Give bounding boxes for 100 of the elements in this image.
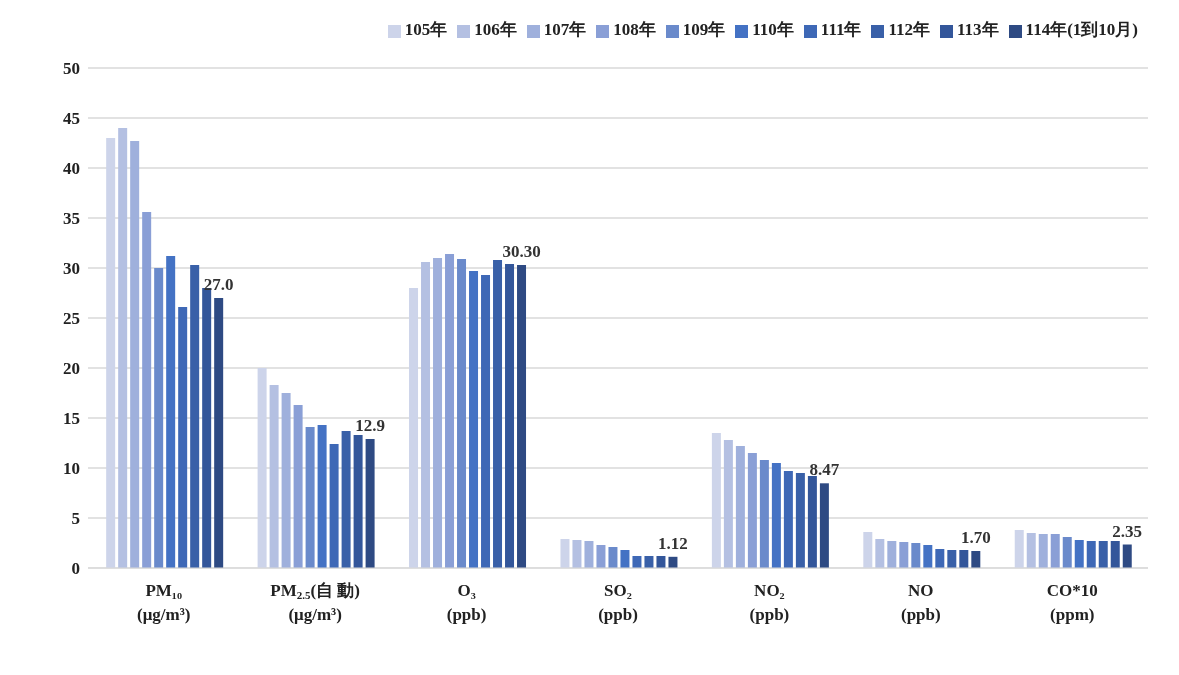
bar bbox=[293, 405, 303, 568]
bar bbox=[632, 556, 642, 568]
legend-label: 111年 bbox=[820, 20, 862, 39]
x-tick-label: NO (ppb) bbox=[901, 581, 941, 624]
data-label: 8.47 bbox=[809, 460, 840, 480]
x-tick-label: O₃ (ppb) bbox=[446, 581, 487, 624]
legend-label: 105年 bbox=[404, 20, 448, 39]
bar bbox=[899, 542, 909, 568]
bar bbox=[341, 431, 351, 568]
bar bbox=[505, 264, 515, 568]
bar bbox=[560, 539, 570, 568]
bar bbox=[584, 541, 594, 568]
y-tick-label: 10 bbox=[63, 459, 80, 479]
legend-label: 109年 bbox=[682, 20, 726, 39]
bar bbox=[947, 550, 957, 568]
bar bbox=[202, 288, 212, 568]
data-label: 1.70 bbox=[960, 528, 991, 547]
legend-label: 107年 bbox=[543, 20, 587, 39]
x-tick-label: CO*10 (ppm) bbox=[1046, 581, 1098, 624]
bar bbox=[433, 258, 443, 568]
y-tick-label: 25 bbox=[63, 309, 80, 329]
bar bbox=[365, 439, 375, 568]
data-label: 30.30 bbox=[502, 242, 541, 261]
y-tick-label: 20 bbox=[63, 359, 80, 379]
data-label: 2.35 bbox=[1112, 521, 1143, 541]
bar bbox=[935, 549, 945, 568]
bar bbox=[130, 141, 140, 568]
bar bbox=[1110, 541, 1120, 568]
bar bbox=[142, 212, 152, 568]
y-tick-label: 30 bbox=[63, 259, 80, 279]
bar bbox=[971, 551, 981, 568]
bar bbox=[887, 541, 897, 568]
bar bbox=[620, 550, 630, 568]
bar bbox=[656, 556, 666, 568]
bar bbox=[795, 473, 805, 568]
bar bbox=[178, 307, 188, 568]
bar bbox=[1074, 540, 1084, 568]
bar bbox=[572, 540, 582, 568]
bar bbox=[493, 260, 503, 568]
legend-label: 110年 bbox=[752, 20, 794, 39]
x-tick-label: NO₂ (ppb) bbox=[749, 581, 790, 624]
bar bbox=[106, 138, 116, 568]
bar bbox=[783, 471, 793, 568]
bar bbox=[1062, 537, 1072, 568]
bar bbox=[596, 545, 606, 568]
bar bbox=[353, 435, 363, 568]
bar bbox=[166, 256, 176, 568]
bar bbox=[644, 556, 654, 568]
bar bbox=[1086, 541, 1096, 568]
legend-label: 113年 bbox=[957, 20, 999, 39]
bar bbox=[1050, 534, 1060, 568]
y-tick-label: 5 bbox=[71, 509, 80, 529]
bar bbox=[747, 453, 757, 568]
y-tick-label: 45 bbox=[63, 109, 80, 129]
bar bbox=[608, 547, 618, 568]
bar bbox=[1122, 544, 1132, 568]
y-tick-label: 15 bbox=[63, 409, 80, 429]
bar bbox=[469, 271, 479, 568]
bar bbox=[257, 368, 267, 568]
bar bbox=[1098, 541, 1108, 568]
legend-label: 106年 bbox=[474, 20, 517, 39]
bar bbox=[481, 275, 491, 568]
data-label: 27.0 bbox=[203, 275, 234, 294]
bar bbox=[214, 298, 224, 568]
legend-label: 108年 bbox=[613, 20, 656, 39]
bar bbox=[923, 545, 933, 568]
bar bbox=[959, 550, 969, 568]
y-tick-label: 35 bbox=[63, 209, 80, 229]
bar bbox=[190, 265, 200, 568]
bar bbox=[329, 444, 339, 568]
data-label: 1.12 bbox=[658, 533, 688, 553]
bar bbox=[317, 425, 327, 568]
bar bbox=[875, 539, 885, 568]
bar bbox=[1014, 530, 1024, 568]
bar bbox=[409, 288, 419, 568]
bar bbox=[281, 393, 291, 568]
bar bbox=[735, 446, 745, 568]
bar bbox=[911, 543, 921, 568]
x-tick-label: PM₁₀ (μg/m³) bbox=[136, 581, 191, 624]
bar bbox=[723, 440, 733, 568]
data-label: 12.9 bbox=[355, 416, 385, 435]
bar bbox=[711, 433, 721, 568]
bar bbox=[1026, 533, 1036, 568]
bar bbox=[305, 427, 315, 568]
bar bbox=[863, 532, 873, 568]
bar bbox=[118, 128, 128, 568]
bar bbox=[807, 476, 817, 568]
bar bbox=[445, 254, 455, 568]
bar bbox=[517, 265, 527, 568]
x-tick-label: PM$_{2.5}$(自 動) (μg/m³) bbox=[270, 581, 361, 624]
x-tick-label: SO₂ (ppb) bbox=[598, 581, 638, 624]
bar bbox=[154, 268, 164, 568]
bar bbox=[457, 259, 467, 568]
bar bbox=[759, 460, 769, 568]
y-tick-label: 0 bbox=[71, 559, 80, 579]
bar bbox=[819, 483, 829, 568]
y-tick-label: 40 bbox=[63, 159, 80, 179]
legend-label: 112年 bbox=[888, 20, 931, 39]
y-tick-label: 50 bbox=[63, 59, 80, 79]
legend-label: 114年(1到10月) bbox=[1025, 20, 1138, 39]
